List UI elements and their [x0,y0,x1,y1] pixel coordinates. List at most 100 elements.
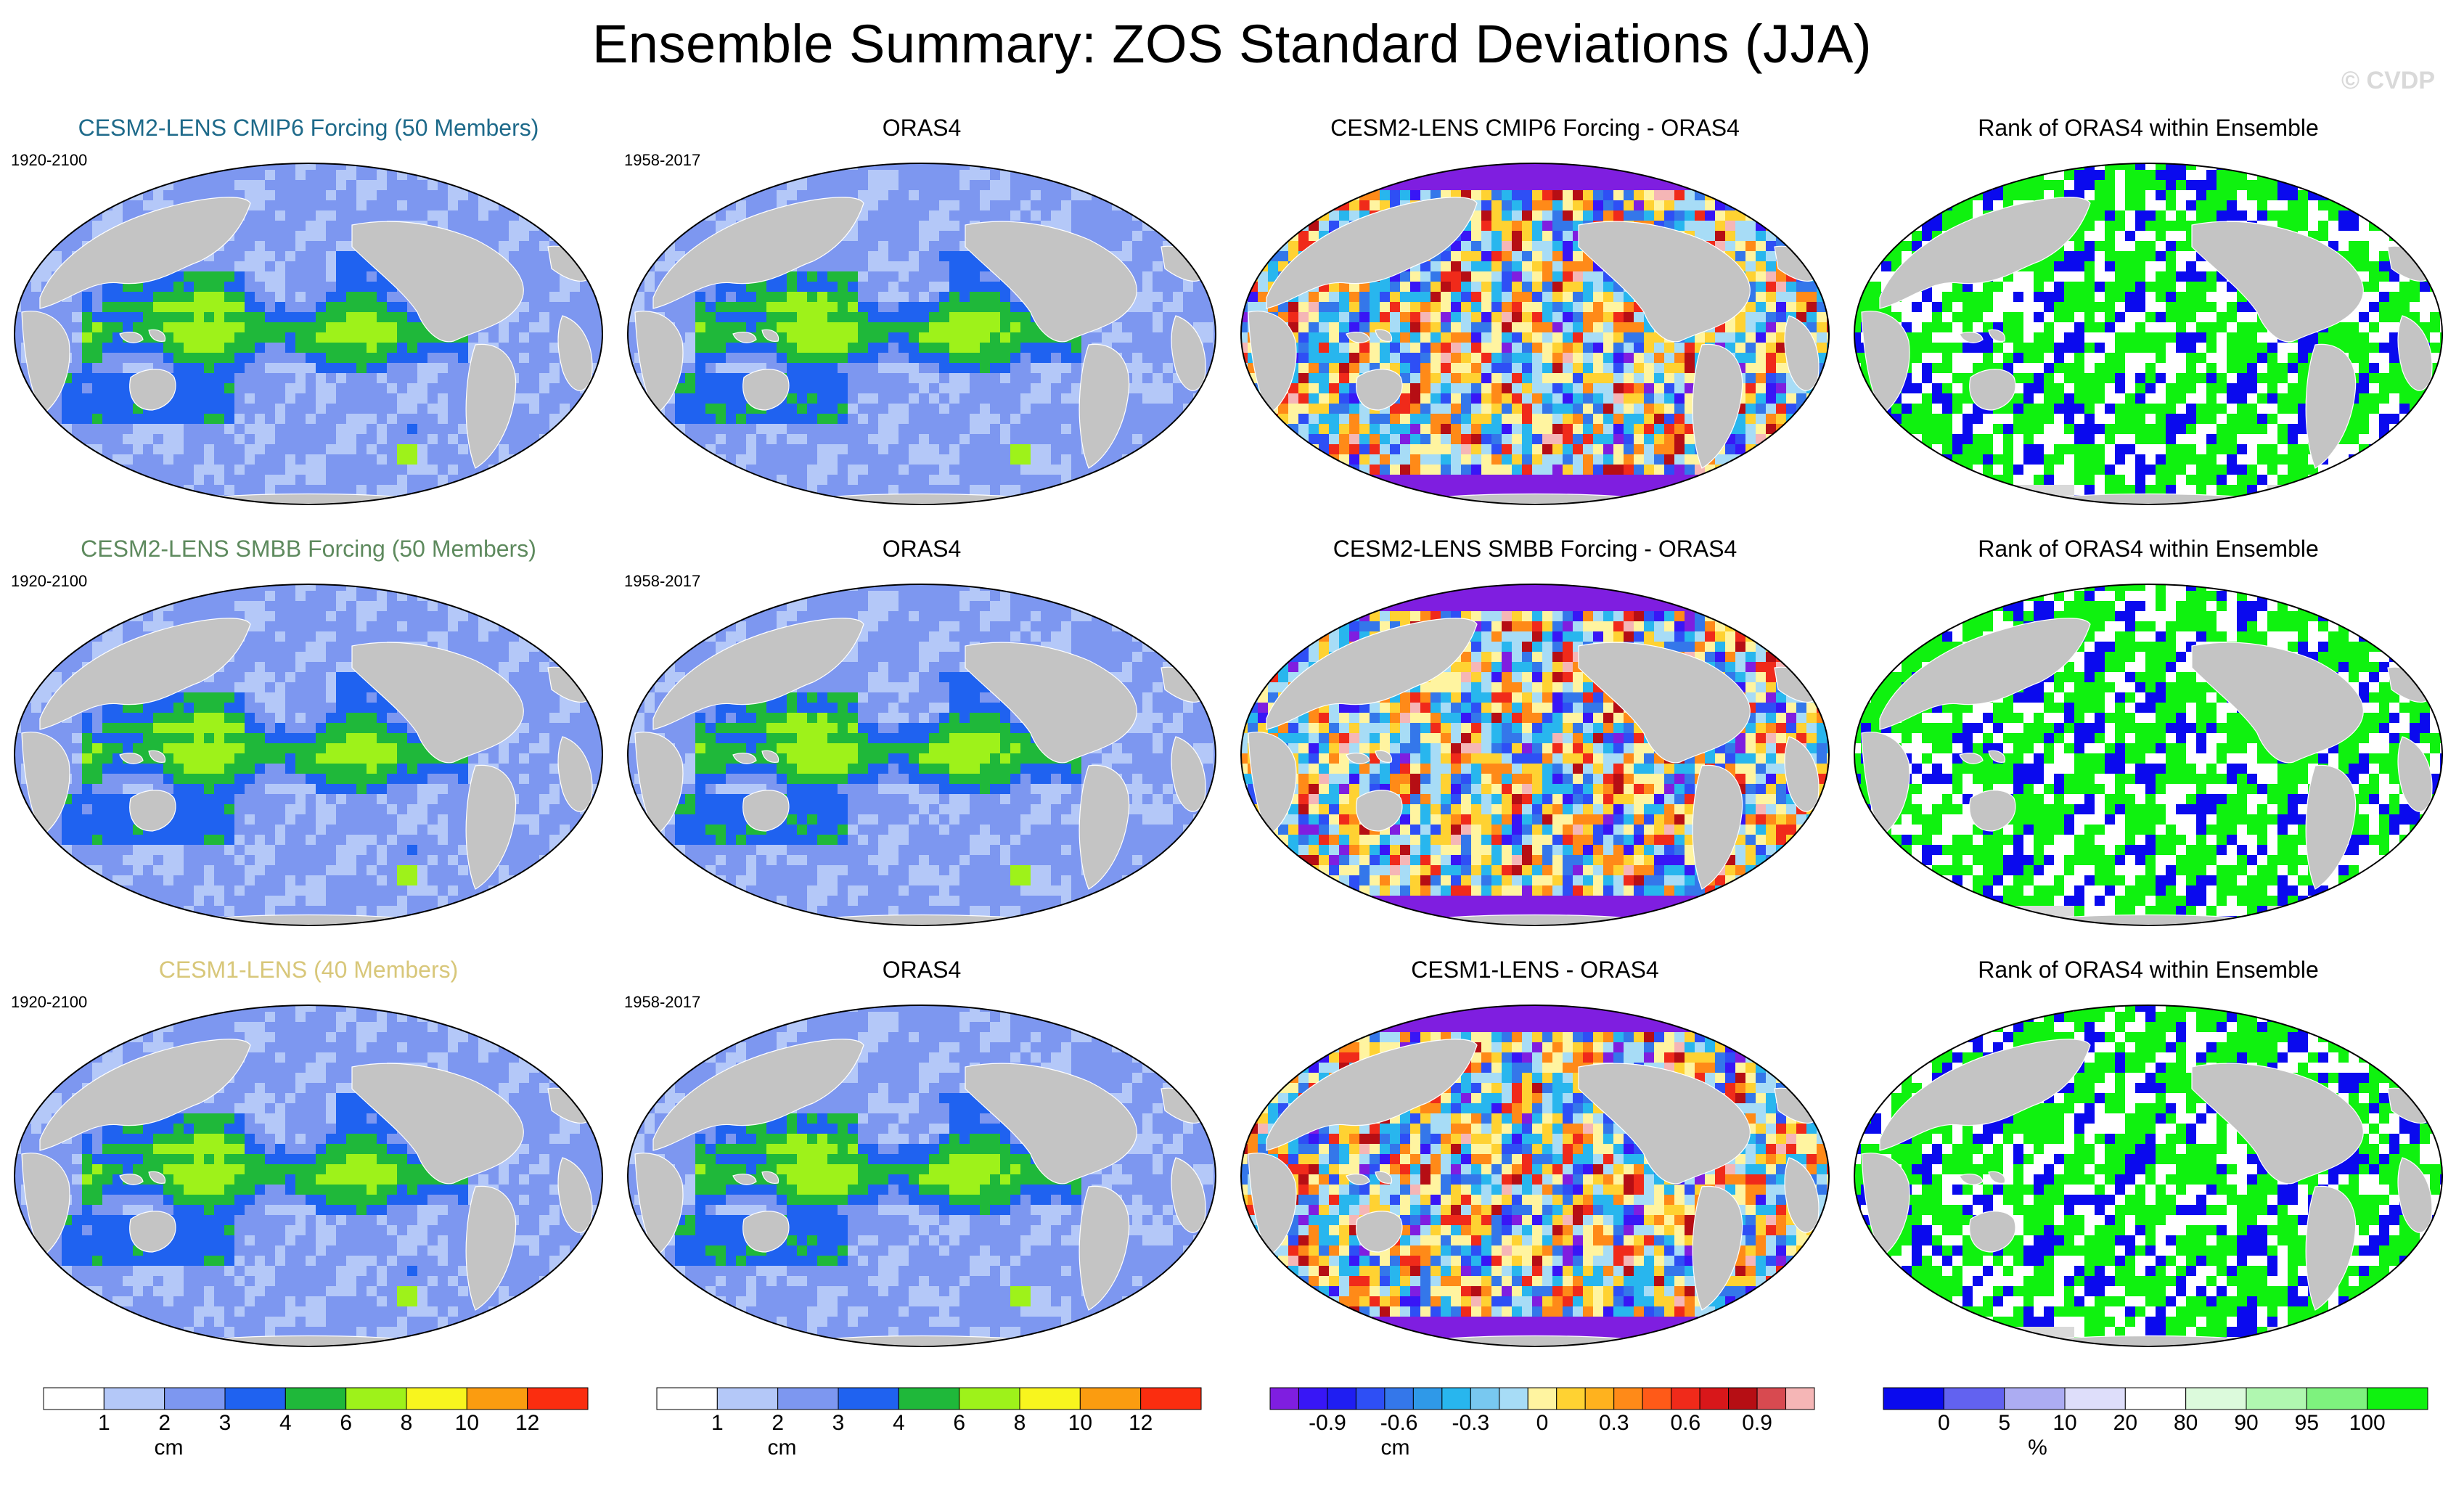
colorbar-box [1140,1387,1202,1410]
colorbar-box [1269,1387,1299,1410]
colorbar-box [1019,1387,1081,1410]
colorbar-tick-label: 12 [1129,1411,1153,1435]
map-r1c1 [14,163,603,505]
land-mass [1959,753,1984,764]
land-mass [21,311,70,414]
land-mass [39,197,251,309]
map-border [14,584,603,926]
map-border [627,584,1216,926]
land-mass [129,1211,176,1253]
figure-title: Ensemble Summary: ZOS Standard Deviation… [0,13,2464,75]
colorbar-box [716,1387,779,1410]
colorbar-box [1412,1387,1443,1410]
land-mass [1784,736,1820,812]
colorbar-box [285,1387,347,1410]
land-mass [1356,790,1403,832]
land-mass [1861,1153,1910,1256]
panel-title: CESM1-LENS (40 Members) [11,957,606,983]
panel-title: Rank of ORAS4 within Ensemble [1851,115,2446,142]
land-mass [1266,1039,1478,1151]
land-mass [652,1039,864,1151]
land-mass [351,1063,524,1185]
colorbar-tick-label: 90 [2234,1411,2258,1435]
colorbar-tick-label: 95 [2295,1411,2319,1435]
colorbar-box [1613,1387,1643,1410]
panel-title: Rank of ORAS4 within Ensemble [1851,536,2446,562]
land-mass [1375,329,1393,342]
land-mass [2397,315,2433,391]
map-border [1854,584,2443,926]
land-mass [2191,642,2364,764]
land-mass [2397,1157,2433,1233]
map-r3c4 [1854,1005,2443,1347]
colorbar-tick-label: 0.6 [1671,1411,1701,1435]
land-mass [351,642,524,764]
colorbar-rank: 0 5 10 20 80 90 95 100% [1880,1386,2431,1466]
panel-title: ORAS4 [624,957,1219,983]
panel-period: 1958-2017 [624,993,700,1012]
colorbar-box [1883,1387,1944,1410]
colorbar-tick-label: 12 [515,1411,539,1435]
land-mass [1879,197,2091,309]
land-mass [557,315,593,391]
land-mass [1988,1171,2006,1184]
map-r2c2 [627,584,1216,926]
colorbar-tick-label: 0.3 [1599,1411,1629,1435]
colorbar-tick-label: 0.9 [1742,1411,1772,1435]
colorbar-box [103,1387,165,1410]
map-r2c4 [1854,584,2443,926]
land-mass [119,332,144,343]
land-mass [1969,1211,2016,1253]
colorbar-box [2306,1387,2368,1410]
colorbar-difference: -0.9 -0.6 -0.3 0 0.3 0.6 0.9 cm [1266,1386,1818,1466]
land-mass [732,332,757,343]
land-mass [129,369,176,411]
land-mass [2305,1185,2357,1311]
land-mass [1375,750,1393,763]
land-mass [1969,790,2016,832]
watermark: © CVDP [2341,67,2435,95]
colorbar-tick-label: 8 [1014,1411,1026,1435]
colorbar-box [2064,1387,2126,1410]
land-mass [732,753,757,764]
land-mass [1171,315,1206,391]
land-mass [1248,732,1297,835]
colorbar-tick-label: 4 [279,1411,292,1435]
colorbar-box [2185,1387,2247,1410]
panel-title: CESM1-LENS - ORAS4 [1237,957,1833,983]
land-mass [2305,764,2357,890]
colorbar-tick-label: 3 [832,1411,845,1435]
colorbar-abs-left: 1 2 3 4 6 8 10 12 cm [40,1386,592,1466]
land-mass [761,750,779,763]
map-border [1240,163,1830,505]
colorbar-box [2004,1387,2066,1410]
colorbar-tick-label: 1 [98,1411,110,1435]
land-mass [965,1063,1137,1185]
panel-title: ORAS4 [624,115,1219,142]
map-r2c1 [14,584,603,926]
land-mass [1356,1211,1403,1253]
land-mass [1879,618,2091,730]
colorbar-tick-label: 1 [711,1411,724,1435]
land-mass [2305,343,2357,469]
land-mass [1356,369,1403,411]
colorbar-box [838,1387,899,1410]
colorbar-box [1079,1387,1142,1410]
colorbar-box [959,1387,1020,1410]
colorbar-box [164,1387,226,1410]
land-mass [1078,343,1130,469]
colorbar-tick-label: 10 [1068,1411,1092,1435]
land-mass [1692,764,1743,890]
land-mass [1959,332,1984,343]
panel-title: CESM2-LENS CMIP6 Forcing (50 Members) [11,115,606,142]
map-panel-r2c2: ORAS4 1958-2017 [624,536,1219,944]
colorbar-tick-label: 2 [771,1411,784,1435]
colorbar-tick-label: 0 [1536,1411,1549,1435]
land-mass [119,1174,144,1185]
land-mass [1969,369,2016,411]
land-mass [1266,618,1478,730]
land-mass [39,1039,251,1151]
land-mass [761,1171,779,1184]
colorbar-box [2246,1387,2307,1410]
land-mass [465,1185,517,1311]
